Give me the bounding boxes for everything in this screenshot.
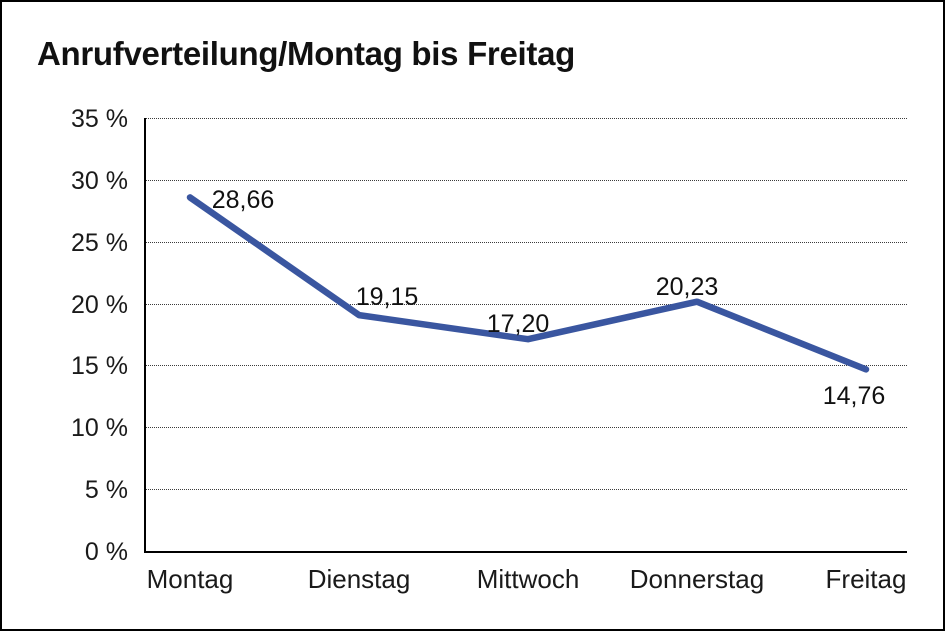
y-axis-tick-label: 20 %	[71, 290, 128, 319]
data-point-label: 17,20	[486, 310, 550, 339]
data-point-label: 28,66	[211, 186, 275, 215]
y-axis-tick-label: 25 %	[71, 228, 128, 257]
gridline	[146, 241, 907, 243]
series-line	[186, 194, 870, 373]
data-point-label: 19,15	[355, 283, 419, 312]
x-axis-label: Mittwoch	[476, 564, 580, 594]
y-axis-tick-label: 30 %	[71, 166, 128, 195]
x-axis-line	[144, 551, 907, 553]
gridline	[146, 365, 907, 367]
y-axis-tick-label: 0 %	[84, 538, 128, 566]
x-axis-label: Freitag	[825, 564, 907, 594]
data-point-label: 14,76	[822, 382, 886, 411]
y-axis-tick-label: 10 %	[71, 414, 128, 443]
gridline	[146, 303, 907, 305]
gridline	[146, 179, 907, 181]
y-axis-line	[144, 118, 146, 553]
x-axis-label: Donnerstag	[629, 564, 765, 594]
x-axis-label: Montag	[146, 564, 234, 594]
gridline	[146, 427, 907, 429]
y-axis-tick-label: 5 %	[84, 476, 128, 505]
x-axis-label: Dienstag	[307, 564, 411, 594]
gridline	[146, 118, 907, 119]
y-axis-tick-label: 35 %	[71, 105, 128, 133]
gridline	[146, 489, 907, 491]
y-axis-tick-label: 15 %	[71, 352, 128, 381]
chart-title: Anrufverteilung/Montag bis Freitag	[37, 35, 575, 72]
data-point-label: 20,23	[655, 272, 719, 301]
